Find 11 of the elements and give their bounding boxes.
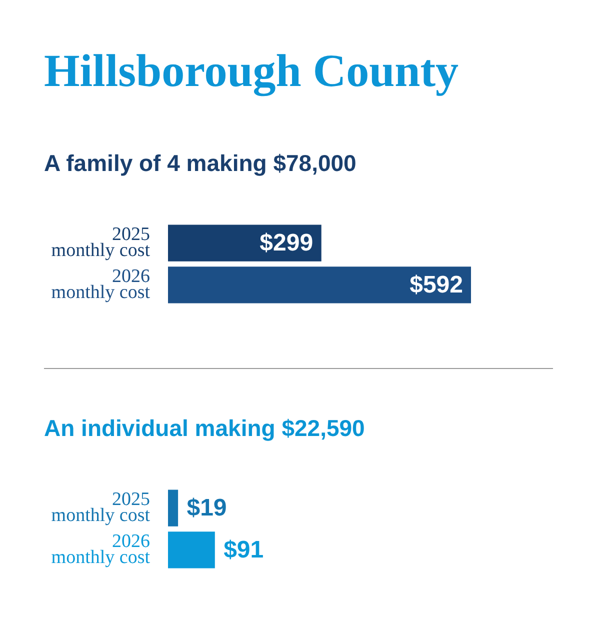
y-tick-label: 2026 monthly cost: [51, 530, 151, 568]
data-label: $299: [260, 230, 314, 257]
data-label: $91: [224, 536, 264, 564]
data-label: $19: [186, 494, 227, 522]
y-tick-label: 2025 monthly cost: [51, 488, 151, 526]
chart-title: An individual making $22,590: [44, 415, 365, 442]
chart-subtitle: A family of 4 making $78,000: [44, 150, 356, 177]
y-tick-label: 2025 monthly cost: [51, 224, 151, 262]
data-label: $592: [410, 272, 463, 299]
chart-title: Hillsborough County: [44, 44, 459, 97]
y-tick-label: 2026 monthly cost: [51, 266, 151, 303]
